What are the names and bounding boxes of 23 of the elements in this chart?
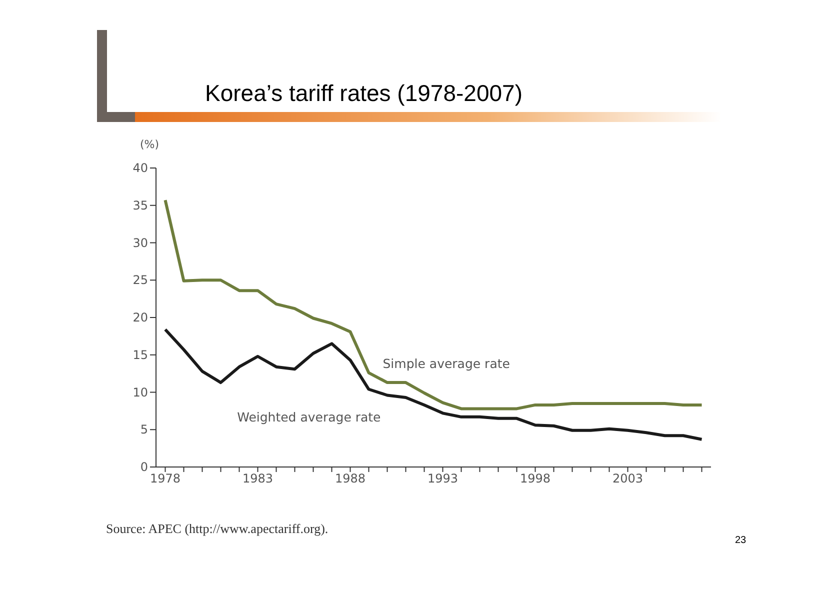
y-tick-label: 40 [132, 161, 148, 175]
y-tick-label: 5 [140, 422, 148, 437]
x-tick-label: 1988 [334, 472, 366, 486]
y-tick-label: 30 [132, 236, 148, 250]
y-axis-title: (%) [140, 138, 160, 151]
series-label: Weighted average rate [237, 409, 382, 424]
x-tick-label: 2003 [612, 472, 644, 486]
source-note: Source: APEC (http://www.apectariff.org). [106, 521, 328, 537]
y-tick-label: 25 [132, 273, 148, 288]
line-series [164, 198, 704, 410]
y-tick-label: 10 [132, 385, 148, 400]
x-tick-label: 1983 [242, 472, 274, 486]
x-tick-label: 1998 [520, 472, 551, 486]
line-series [164, 328, 704, 441]
y-tick-label: 0 [140, 460, 148, 474]
x-tick-label: 1978 [150, 472, 181, 486]
series-label: Simple average rate [382, 356, 510, 371]
y-tick-label: 15 [132, 348, 148, 362]
y-tick-label: 20 [132, 310, 148, 324]
y-tick-label: 35 [132, 198, 148, 212]
text: 23 [735, 535, 746, 546]
chart-title: Korea’s tariff rates (1978-2007) [205, 80, 522, 107]
x-tick-label: 1993 [427, 472, 458, 486]
